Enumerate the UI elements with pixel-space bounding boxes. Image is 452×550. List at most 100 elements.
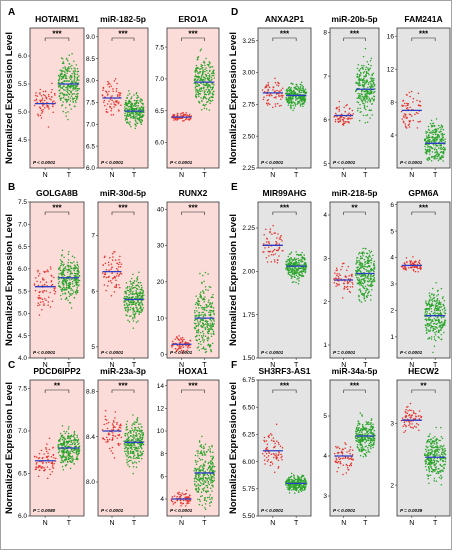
data-point bbox=[343, 282, 345, 285]
data-point bbox=[126, 310, 129, 313]
data-point bbox=[119, 286, 121, 289]
data-point bbox=[61, 274, 63, 277]
data-point bbox=[132, 466, 135, 468]
data-point bbox=[108, 82, 110, 84]
significance-stars: *** bbox=[188, 204, 198, 213]
data-point bbox=[112, 88, 114, 90]
data-point bbox=[424, 311, 427, 314]
data-point bbox=[125, 121, 128, 124]
data-point bbox=[68, 63, 70, 65]
data-point bbox=[369, 80, 371, 83]
data-point bbox=[277, 85, 280, 87]
data-point bbox=[108, 100, 110, 102]
data-point bbox=[198, 102, 201, 104]
data-point bbox=[64, 66, 66, 68]
data-point bbox=[296, 268, 298, 271]
data-point bbox=[196, 88, 198, 91]
data-point bbox=[210, 66, 212, 68]
data-point bbox=[70, 461, 72, 463]
data-point bbox=[177, 338, 180, 340]
data-point bbox=[199, 90, 202, 92]
data-point bbox=[128, 102, 131, 104]
data-point bbox=[438, 300, 441, 302]
data-point bbox=[432, 297, 435, 299]
data-point bbox=[42, 278, 44, 281]
data-point bbox=[45, 270, 47, 273]
data-point bbox=[77, 92, 79, 95]
data-point bbox=[369, 278, 372, 281]
data-point bbox=[39, 99, 41, 102]
y-axis-label: Normalized Expression Level bbox=[4, 32, 15, 164]
data-point bbox=[436, 157, 438, 160]
data-point bbox=[362, 102, 364, 104]
y-tick-label: 1 bbox=[323, 342, 327, 349]
data-point bbox=[72, 86, 75, 88]
data-point bbox=[76, 73, 79, 75]
data-point bbox=[405, 113, 407, 116]
data-point bbox=[33, 455, 36, 458]
data-point bbox=[38, 304, 41, 306]
data-point bbox=[405, 93, 408, 96]
data-point bbox=[135, 290, 138, 292]
data-point bbox=[139, 444, 141, 447]
data-point bbox=[203, 339, 205, 341]
x-tick-label-T: T bbox=[433, 172, 438, 179]
data-point bbox=[436, 301, 438, 303]
data-point bbox=[272, 254, 275, 256]
data-point bbox=[180, 345, 182, 348]
points-N bbox=[261, 77, 284, 109]
data-point bbox=[118, 426, 121, 428]
data-point bbox=[74, 99, 77, 102]
data-point bbox=[301, 267, 303, 270]
data-point bbox=[367, 294, 369, 297]
data-point bbox=[210, 309, 213, 312]
data-point bbox=[366, 80, 369, 83]
data-point bbox=[289, 96, 292, 99]
y-tick-label: 6 bbox=[390, 202, 394, 209]
data-point bbox=[103, 284, 106, 286]
data-point bbox=[201, 282, 203, 285]
data-point bbox=[265, 84, 268, 86]
data-point bbox=[129, 285, 131, 288]
data-point bbox=[66, 271, 69, 273]
data-point bbox=[439, 138, 441, 141]
x-tick-label-T: T bbox=[132, 520, 137, 527]
data-point bbox=[295, 85, 297, 88]
data-point bbox=[425, 300, 427, 302]
data-point bbox=[295, 274, 298, 277]
data-point bbox=[195, 64, 198, 67]
data-point bbox=[126, 104, 129, 107]
data-point bbox=[49, 306, 52, 308]
data-point bbox=[69, 97, 72, 99]
data-point bbox=[197, 322, 200, 324]
data-point bbox=[427, 134, 430, 136]
y-tick-label: 2 bbox=[390, 308, 394, 315]
data-point bbox=[438, 158, 440, 160]
data-point bbox=[426, 149, 429, 151]
data-point bbox=[67, 428, 70, 430]
data-point bbox=[409, 260, 412, 263]
data-point bbox=[430, 124, 433, 127]
data-point bbox=[430, 131, 432, 133]
data-point bbox=[77, 285, 79, 287]
data-point bbox=[135, 295, 137, 298]
data-point bbox=[199, 49, 202, 52]
subplot-title: GPM6A bbox=[408, 188, 438, 198]
data-point bbox=[106, 419, 108, 421]
data-point bbox=[276, 102, 279, 105]
data-point bbox=[139, 288, 141, 291]
data-point bbox=[171, 346, 173, 348]
data-point bbox=[124, 445, 126, 447]
data-point bbox=[65, 431, 68, 433]
data-point bbox=[67, 434, 70, 437]
data-point bbox=[120, 104, 122, 106]
data-point bbox=[264, 247, 266, 249]
data-point bbox=[132, 327, 135, 329]
data-point bbox=[428, 319, 430, 321]
data-point bbox=[62, 469, 64, 471]
data-point bbox=[359, 261, 361, 263]
y-tick-label: 9.0 bbox=[86, 34, 95, 41]
data-point bbox=[281, 87, 284, 89]
data-point bbox=[343, 262, 345, 265]
data-point bbox=[425, 130, 427, 133]
